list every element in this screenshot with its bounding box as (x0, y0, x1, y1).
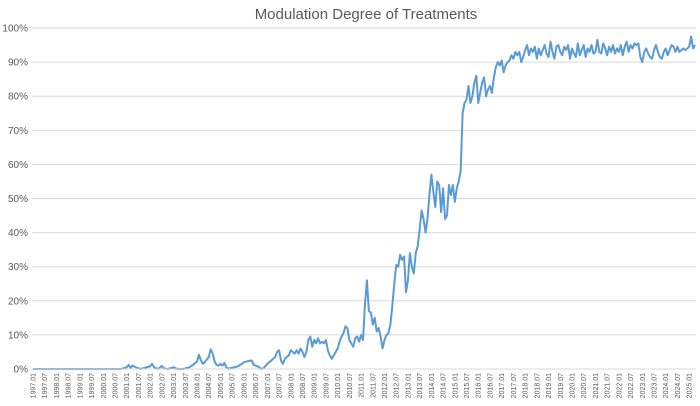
x-tick-label: 2008.07 (300, 373, 307, 398)
x-tick-label: 2010.01 (335, 373, 342, 398)
x-tick-label: 2011.01 (359, 373, 366, 398)
x-tick-label: 1997.07 (42, 373, 49, 398)
x-tick-label: 2021.07 (605, 373, 612, 398)
x-tick-label: 2023.01 (640, 373, 647, 398)
x-tick-label: 2014.01 (429, 373, 436, 398)
x-tick-label: 2015.01 (452, 373, 459, 398)
x-axis-tick-labels: 1997.01 1997.07 1998.01 1998.07 1999.01 1999.… (30, 373, 693, 398)
y-tick-label: 0% (14, 365, 29, 376)
x-tick-label: 1997.01 (30, 373, 37, 398)
x-tick-label: 2006.07 (253, 373, 260, 398)
x-tick-label: 2012.07 (394, 373, 401, 398)
x-tick-label: 2010.07 (347, 373, 354, 398)
x-tick-label: 2000.01 (101, 373, 108, 398)
x-tick-label: 1998.07 (66, 373, 73, 398)
x-tick-label: 2022.01 (616, 373, 623, 398)
y-tick-label: 20% (8, 296, 28, 307)
x-tick-label: 2008.01 (288, 373, 295, 398)
x-tick-label: 2017.07 (511, 373, 518, 398)
x-tick-label: 2009.07 (323, 373, 330, 398)
chart-title: Modulation Degree of Treatments (255, 6, 478, 23)
y-axis-tick-labels: 0% 10% 20% 30% 40% 50% 60% 70% 80% 90% 100% (2, 24, 28, 376)
x-tick-label: 2015.07 (464, 373, 471, 398)
x-tick-label: 2011.07 (370, 373, 377, 398)
x-tick-label: 2018.01 (523, 373, 530, 398)
x-tick-label: 2021.01 (593, 373, 600, 398)
x-tick-label: 2006.01 (241, 373, 248, 398)
x-tick-label: 2002.07 (159, 373, 166, 398)
x-tick-label: 2018.07 (534, 373, 541, 398)
x-tick-label: 2005.01 (218, 373, 225, 398)
x-tick-label: 2020.01 (569, 373, 576, 398)
x-tick-label: 2001.01 (124, 373, 131, 398)
series-line (32, 35, 696, 370)
x-tick-label: 2009.01 (312, 373, 319, 398)
x-tick-label: 2020.07 (581, 373, 588, 398)
y-tick-label: 90% (8, 58, 28, 69)
y-tick-label: 40% (8, 228, 28, 239)
y-tick-label: 50% (8, 194, 28, 205)
x-tick-label: 2012.01 (382, 373, 389, 398)
x-tick-label: 2005.07 (230, 373, 237, 398)
x-tick-label: 2000.07 (113, 373, 120, 398)
gridlines (32, 27, 696, 336)
x-tick-label: 2019.01 (546, 373, 553, 398)
x-tick-label: 2024.01 (663, 373, 670, 398)
x-tick-label: 2007.07 (277, 373, 284, 398)
x-tick-label: 2003.07 (183, 373, 190, 398)
x-tick-label: 2004.07 (206, 373, 213, 398)
x-tick-label: 2023.07 (652, 373, 659, 398)
x-tick-label: 2017.01 (499, 373, 506, 398)
x-tick-label: 2025.01 (687, 373, 694, 398)
x-tick-label: 2016.01 (476, 373, 483, 398)
y-tick-label: 80% (8, 92, 28, 103)
x-tick-label: 2014.07 (441, 373, 448, 398)
x-tick-label: 2022.07 (628, 373, 635, 398)
x-tick-label: 2016.07 (487, 373, 494, 398)
x-tick-label: 2007.01 (265, 373, 272, 398)
y-tick-label: 100% (2, 24, 28, 35)
x-tick-label: 1998.01 (54, 373, 61, 398)
x-tick-label: 2019.07 (558, 373, 565, 398)
x-tick-label: 2004.01 (195, 373, 202, 398)
x-tick-label: 2013.01 (405, 373, 412, 398)
x-tick-label: 2003.01 (171, 373, 178, 398)
x-tick-label: 2013.07 (417, 373, 424, 398)
x-tick-label: 2001.07 (136, 373, 143, 398)
y-tick-label: 10% (8, 330, 28, 341)
x-tick-label: 2024.07 (675, 373, 682, 398)
x-tick-label: 2002.01 (148, 373, 155, 398)
y-tick-label: 60% (8, 160, 28, 171)
y-tick-label: 30% (8, 262, 28, 273)
x-tick-label: 1999.07 (89, 373, 96, 398)
x-tick-label: 1999.01 (77, 373, 84, 398)
y-tick-label: 70% (8, 126, 28, 137)
